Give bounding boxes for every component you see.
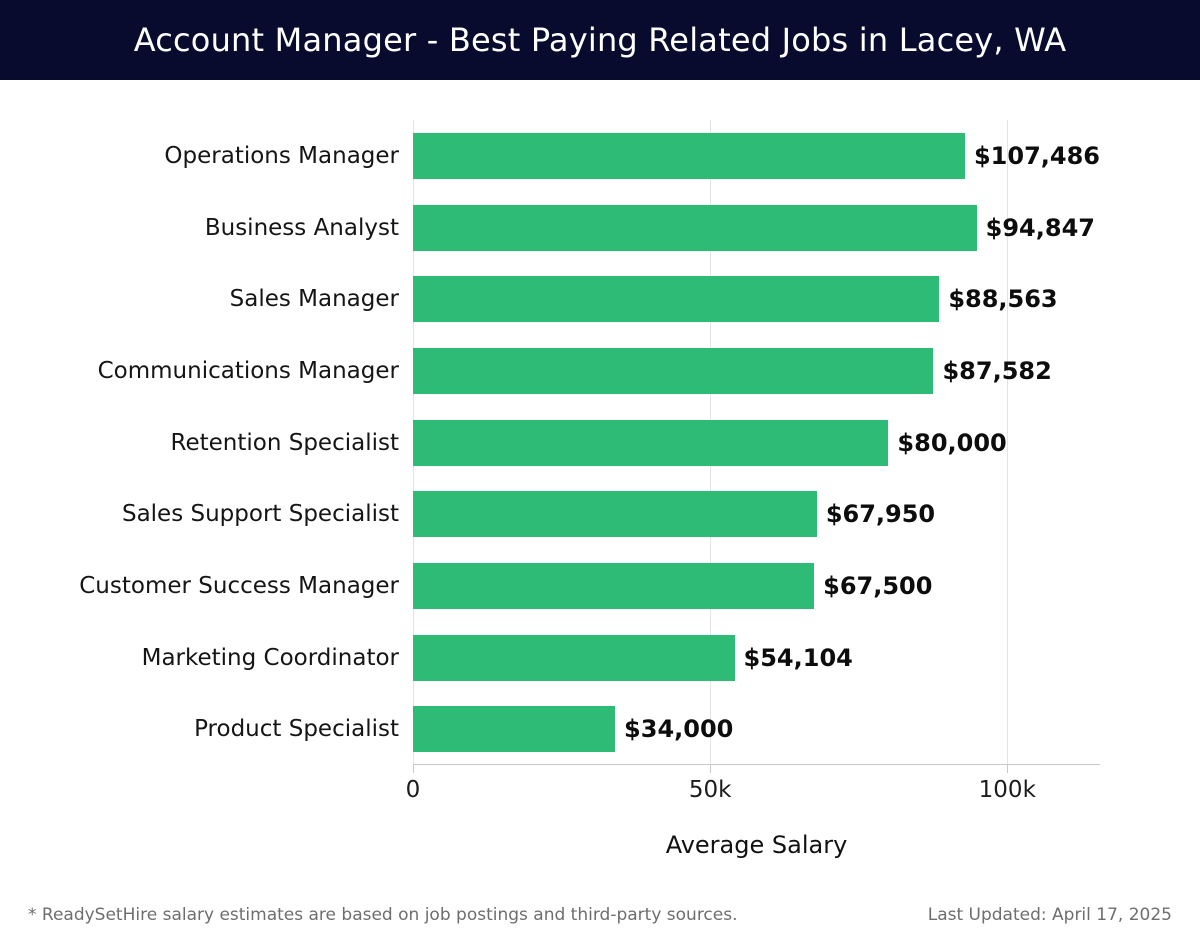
tick-mark <box>710 765 712 773</box>
tick-mark <box>413 765 414 773</box>
bar-track: $67,500 <box>413 562 1100 609</box>
value-label: $88,563 <box>948 285 1058 314</box>
value-label: $67,500 <box>823 571 933 600</box>
salary-bar <box>413 347 934 394</box>
salary-bar <box>413 419 889 466</box>
bar-track: $107,486 <box>413 132 1100 179</box>
salary-bar <box>413 706 616 753</box>
salary-bar <box>413 132 965 179</box>
tick-label: 100k <box>978 777 1036 803</box>
tick-label: 50k <box>688 777 732 803</box>
footnote: * ReadySetHire salary estimates are base… <box>28 905 738 925</box>
bar-chart: Operations Manager $107,486 Business Analy… <box>0 120 1200 765</box>
category-label: Business Analyst <box>204 214 399 241</box>
value-label: $94,847 <box>985 213 1095 242</box>
value-label: $67,950 <box>825 500 936 529</box>
footer: * ReadySetHire salary estimates are base… <box>0 905 1200 925</box>
bar-row: Sales Manager $88,563 <box>0 263 1200 335</box>
bar-track: $87,582 <box>413 347 1100 394</box>
bar-track: $34,000 <box>413 706 1100 753</box>
bar-row: Sales Support Specialist $67,950 <box>0 478 1200 550</box>
bar-row: Marketing Coordinator $54,104 <box>0 622 1200 694</box>
category-label: Sales Support Specialist <box>121 501 399 528</box>
header-bar: Account Manager - Best Paying Related Jo… <box>0 0 1200 80</box>
bar-row: Operations Manager $107,486 <box>0 120 1200 192</box>
bar-track: $88,563 <box>413 276 1100 323</box>
bar-row: Customer Success Manager $67,500 <box>0 550 1200 622</box>
bar-row: Retention Specialist $80,000 <box>0 407 1200 479</box>
bar-track: $54,104 <box>413 634 1100 681</box>
salary-bar <box>413 634 735 681</box>
bar-row: Business Analyst $94,847 <box>0 192 1200 264</box>
rows: Operations Manager $107,486 Business Analy… <box>0 120 1200 765</box>
tick-label: 0 <box>405 777 421 803</box>
gridline <box>1007 120 1009 764</box>
salary-bar <box>413 276 940 323</box>
bar-row: Product Specialist $34,000 <box>0 693 1200 765</box>
x-axis-title: Average Salary <box>665 831 848 859</box>
value-label: $80,000 <box>897 428 1007 457</box>
x-axis-title-row: Average Salary <box>413 831 1100 859</box>
category-label: Product Specialist <box>194 716 399 743</box>
category-label: Customer Success Manager <box>79 572 399 599</box>
x-axis: 0 50k 100k <box>406 765 1100 815</box>
bar-row: Communications Manager $87,582 <box>0 335 1200 407</box>
category-label: Marketing Coordinator <box>141 644 399 671</box>
category-label: Communications Manager <box>97 357 399 384</box>
salary-bar <box>413 491 817 538</box>
bar-track: $80,000 <box>413 419 1100 466</box>
value-label: $107,486 <box>973 141 1100 170</box>
value-label: $54,104 <box>743 643 853 672</box>
category-label: Sales Manager <box>229 286 399 313</box>
category-label: Operations Manager <box>164 142 399 169</box>
salary-bar <box>413 204 977 251</box>
last-updated: Last Updated: April 17, 2025 <box>927 905 1172 925</box>
value-label: $87,582 <box>942 356 1052 385</box>
salary-bar <box>413 562 815 609</box>
category-label: Retention Specialist <box>170 429 399 456</box>
bar-track: $94,847 <box>413 204 1100 251</box>
page-title: Account Manager - Best Paying Related Jo… <box>133 21 1067 59</box>
bar-track: $67,950 <box>413 491 1100 538</box>
tick-mark <box>1007 765 1009 773</box>
value-label: $34,000 <box>624 715 734 744</box>
